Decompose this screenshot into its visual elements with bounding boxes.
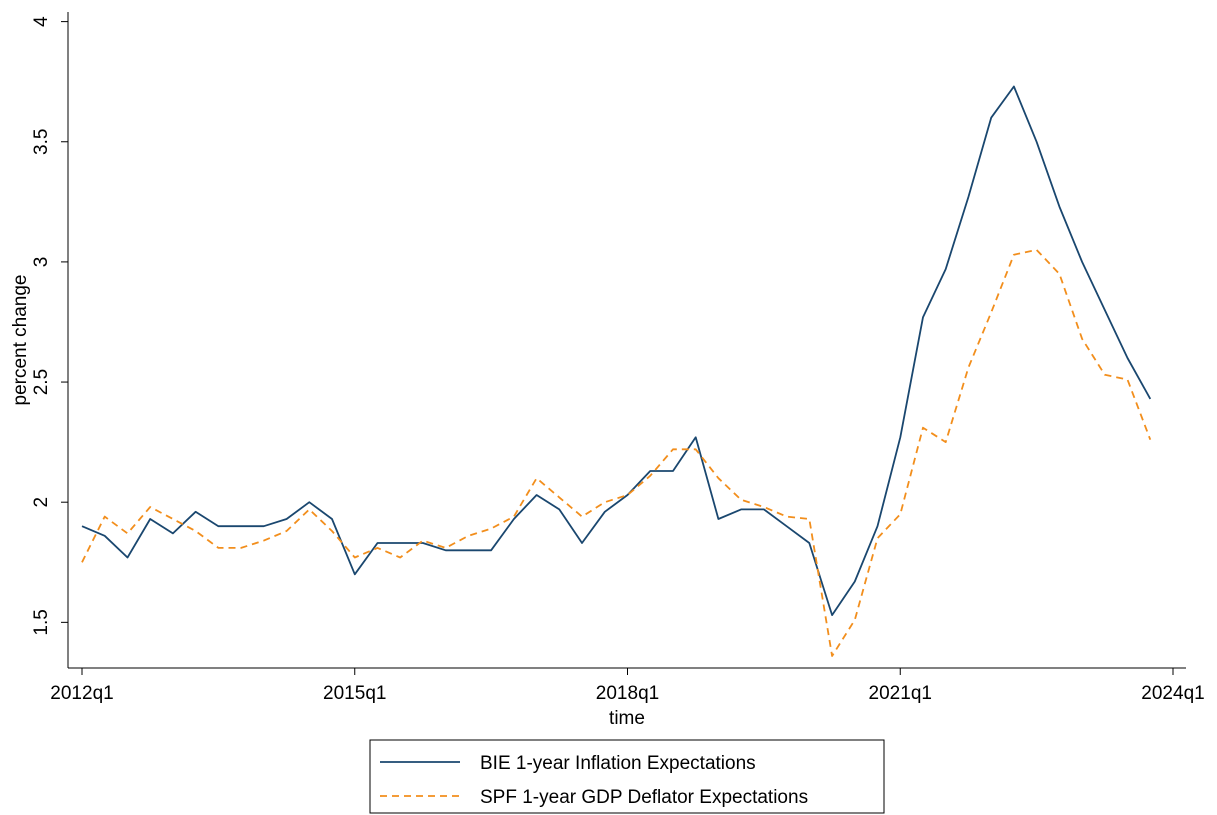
series-line: [81, 85, 1152, 616]
legend-label: BIE 1-year Inflation Expectations: [480, 753, 756, 774]
x-tick-label: 2024q1: [1141, 683, 1204, 704]
x-tick-label: 2018q1: [596, 683, 659, 704]
y-axis-label: percent change: [10, 275, 31, 406]
y-tick-label: 1.5: [31, 609, 52, 635]
y-tick-label: 3: [31, 257, 52, 268]
y-tick-label: 3.5: [31, 129, 52, 155]
x-axis-label: time: [609, 708, 645, 729]
y-tick-label: 2: [31, 497, 52, 508]
x-tick-label: 2021q1: [869, 683, 932, 704]
legend-box: [369, 739, 885, 814]
legend-label: SPF 1-year GDP Deflator Expectations: [480, 787, 808, 808]
y-tick-label: 4: [31, 16, 52, 27]
y-tick-label: 2.5: [31, 369, 52, 395]
x-tick-label: 2012q1: [50, 683, 113, 704]
x-tick-label: 2015q1: [323, 683, 386, 704]
